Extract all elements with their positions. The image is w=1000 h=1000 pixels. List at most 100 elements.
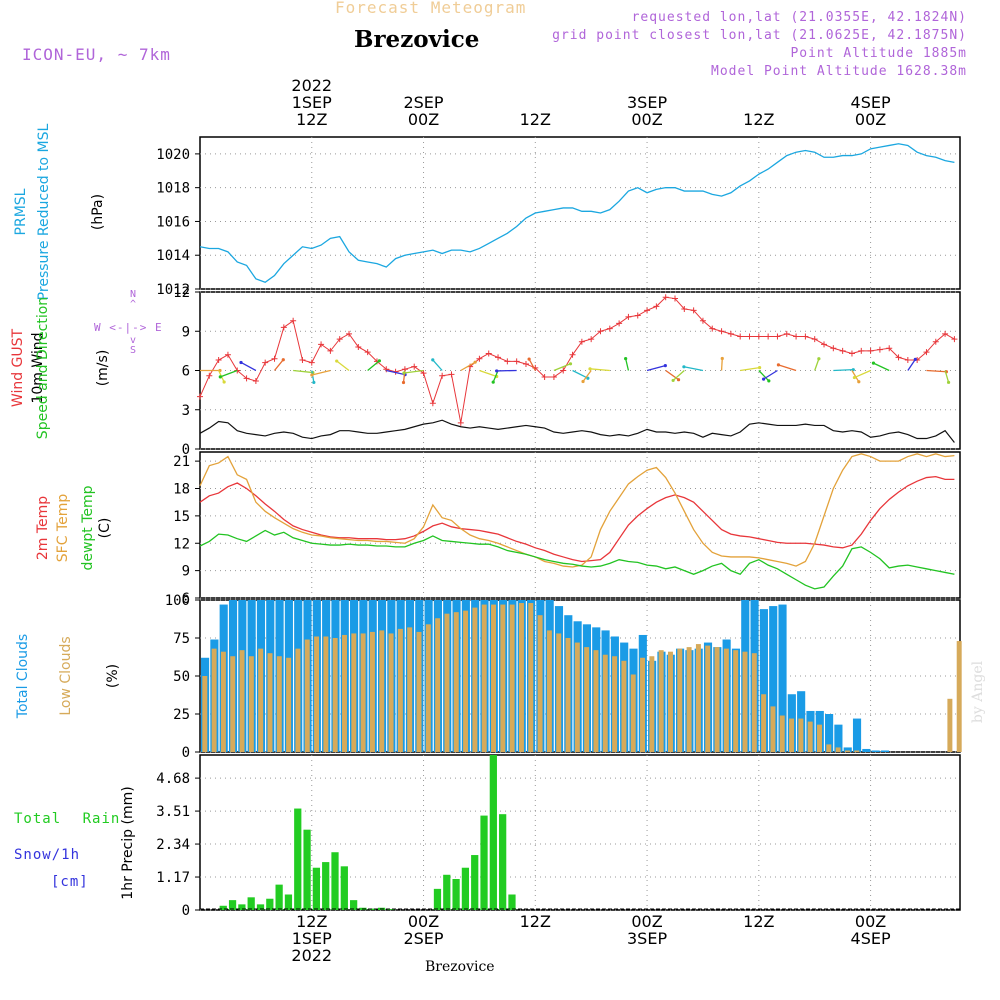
low-cloud-bar: [453, 612, 459, 752]
wind-arrow: [553, 363, 571, 372]
gust-marker: [830, 345, 837, 352]
rain-bar: [284, 894, 293, 910]
compass-south: v S: [130, 336, 137, 356]
total-cloud-bar: [759, 609, 768, 752]
low-cloud-bar: [416, 631, 422, 752]
wind-arrow: [851, 370, 860, 383]
y-tick-label: 1020: [156, 147, 190, 163]
low-cloud-bar: [286, 657, 292, 752]
rain-bar: [368, 908, 376, 910]
rain-bar: [228, 900, 237, 910]
time-axis-label: 00Z: [631, 110, 663, 129]
wind-arrow: [528, 358, 536, 371]
y-tick-label: 6: [182, 591, 190, 607]
total-cloud-bar: [862, 748, 871, 752]
gust-marker: [355, 343, 362, 350]
time-axis-label: 3SEP: [627, 929, 668, 948]
gust-marker: [774, 333, 781, 340]
wind-arrow-head: [377, 359, 382, 363]
y-tick-label: 1014: [156, 248, 190, 264]
low-cloud-bar: [686, 647, 692, 752]
wind-arrow-head: [946, 380, 951, 384]
gust-marker: [588, 336, 595, 343]
low-cloud-bar: [369, 631, 375, 752]
gust-marker: [662, 294, 669, 301]
time-axis-label: 1SEP: [291, 93, 332, 112]
time-axis-label: 00Z: [631, 912, 663, 931]
wind-arrow: [720, 358, 723, 371]
gust-marker: [839, 347, 846, 354]
gust-marker: [942, 330, 949, 337]
y-tick-label: 3.51: [156, 804, 190, 820]
rain-bar: [350, 900, 358, 910]
gust-marker: [457, 419, 464, 426]
wind-arrow-head: [624, 357, 628, 361]
wind-arrow-head: [871, 361, 876, 365]
low-cloud-bar: [556, 633, 562, 752]
low-cloud-bar: [202, 676, 208, 752]
low-cloud-bar: [649, 656, 655, 752]
compass-north: N ^: [130, 290, 137, 310]
wind-arrow: [403, 369, 424, 374]
wind-speed-line: [199, 419, 955, 443]
wind-arrow: [386, 369, 406, 376]
gust-marker: [550, 374, 557, 381]
low-cloud-bar: [518, 603, 524, 752]
low-cloud-bar: [612, 656, 618, 752]
low-cloud-bar: [267, 653, 273, 752]
wind-arrow-head: [218, 375, 222, 379]
wind-arrow-head: [852, 375, 857, 380]
model-altitude: Model Point Altitude 1628.38m: [711, 64, 967, 79]
low-cloud-bar: [230, 656, 236, 752]
y-tick-label: 50: [173, 669, 190, 685]
time-axis-label: 12Z: [519, 912, 551, 931]
rain-bar: [219, 905, 227, 910]
compass-s-arrow: v: [130, 335, 138, 346]
total-cloud-bar: [880, 750, 890, 752]
gust-marker: [448, 371, 455, 378]
gust-marker: [746, 333, 753, 340]
y-tick-label: 6: [182, 364, 190, 380]
wind-arrow-head: [671, 378, 675, 383]
rain-bar: [331, 852, 339, 910]
gust-marker: [606, 325, 613, 332]
y-tick-label: 75: [173, 631, 190, 647]
wind-arrow: [492, 370, 499, 383]
gust-marker: [727, 330, 734, 337]
rain-bar: [340, 866, 348, 910]
temp2m-line: [199, 475, 955, 563]
y-tick-label: 1.17: [156, 870, 190, 886]
low-cloud-bar: [835, 747, 841, 752]
rain-bar: [247, 897, 255, 910]
time-axis-label: 12Z: [743, 912, 775, 931]
gust-marker: [560, 367, 567, 374]
gust-marker: [569, 351, 576, 358]
low-cloud-bar: [351, 633, 357, 752]
low-cloud-bar: [258, 648, 264, 752]
gust-marker: [578, 338, 585, 345]
compass-s-letter: S: [130, 345, 138, 356]
pressure-line: [199, 143, 955, 283]
low-cloud-bar: [509, 604, 515, 752]
y-tick-label: 1012: [156, 282, 190, 298]
wind-arrow-head: [682, 365, 686, 369]
time-axis-label: 2SEP: [403, 929, 444, 948]
time-axis-label: 2022: [291, 76, 333, 95]
wind-arrow: [763, 369, 778, 380]
rain-bar: [489, 755, 497, 910]
gust-marker: [672, 295, 678, 302]
time-axis-label: 00Z: [407, 912, 440, 931]
y-tick-label: 0: [182, 903, 190, 919]
y-tick-label: 9: [182, 564, 190, 580]
low-cloud-bar: [472, 607, 478, 752]
low-cloud-bar: [733, 650, 739, 752]
y-tick-label: 1018: [156, 181, 190, 197]
wind-arrow: [311, 370, 315, 383]
low-cloud-bar: [304, 639, 310, 752]
gust-marker: [811, 336, 818, 343]
gust-marker: [802, 333, 809, 340]
time-axis-label: 4SEP: [850, 93, 891, 112]
low-cloud-bar: [770, 706, 776, 752]
panel-frame-0: [199, 136, 961, 290]
wind-arrow-head: [857, 380, 861, 384]
